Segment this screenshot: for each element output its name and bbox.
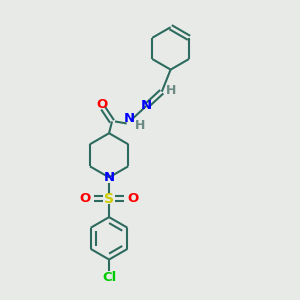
Text: Cl: Cl — [102, 271, 116, 284]
Text: S: S — [104, 192, 114, 206]
Text: N: N — [141, 99, 152, 112]
Text: H: H — [166, 84, 176, 97]
Text: O: O — [128, 192, 139, 205]
Text: O: O — [79, 192, 91, 205]
Text: O: O — [96, 98, 107, 111]
Text: N: N — [124, 112, 135, 125]
Text: H: H — [135, 119, 145, 132]
Text: N: N — [103, 171, 115, 184]
